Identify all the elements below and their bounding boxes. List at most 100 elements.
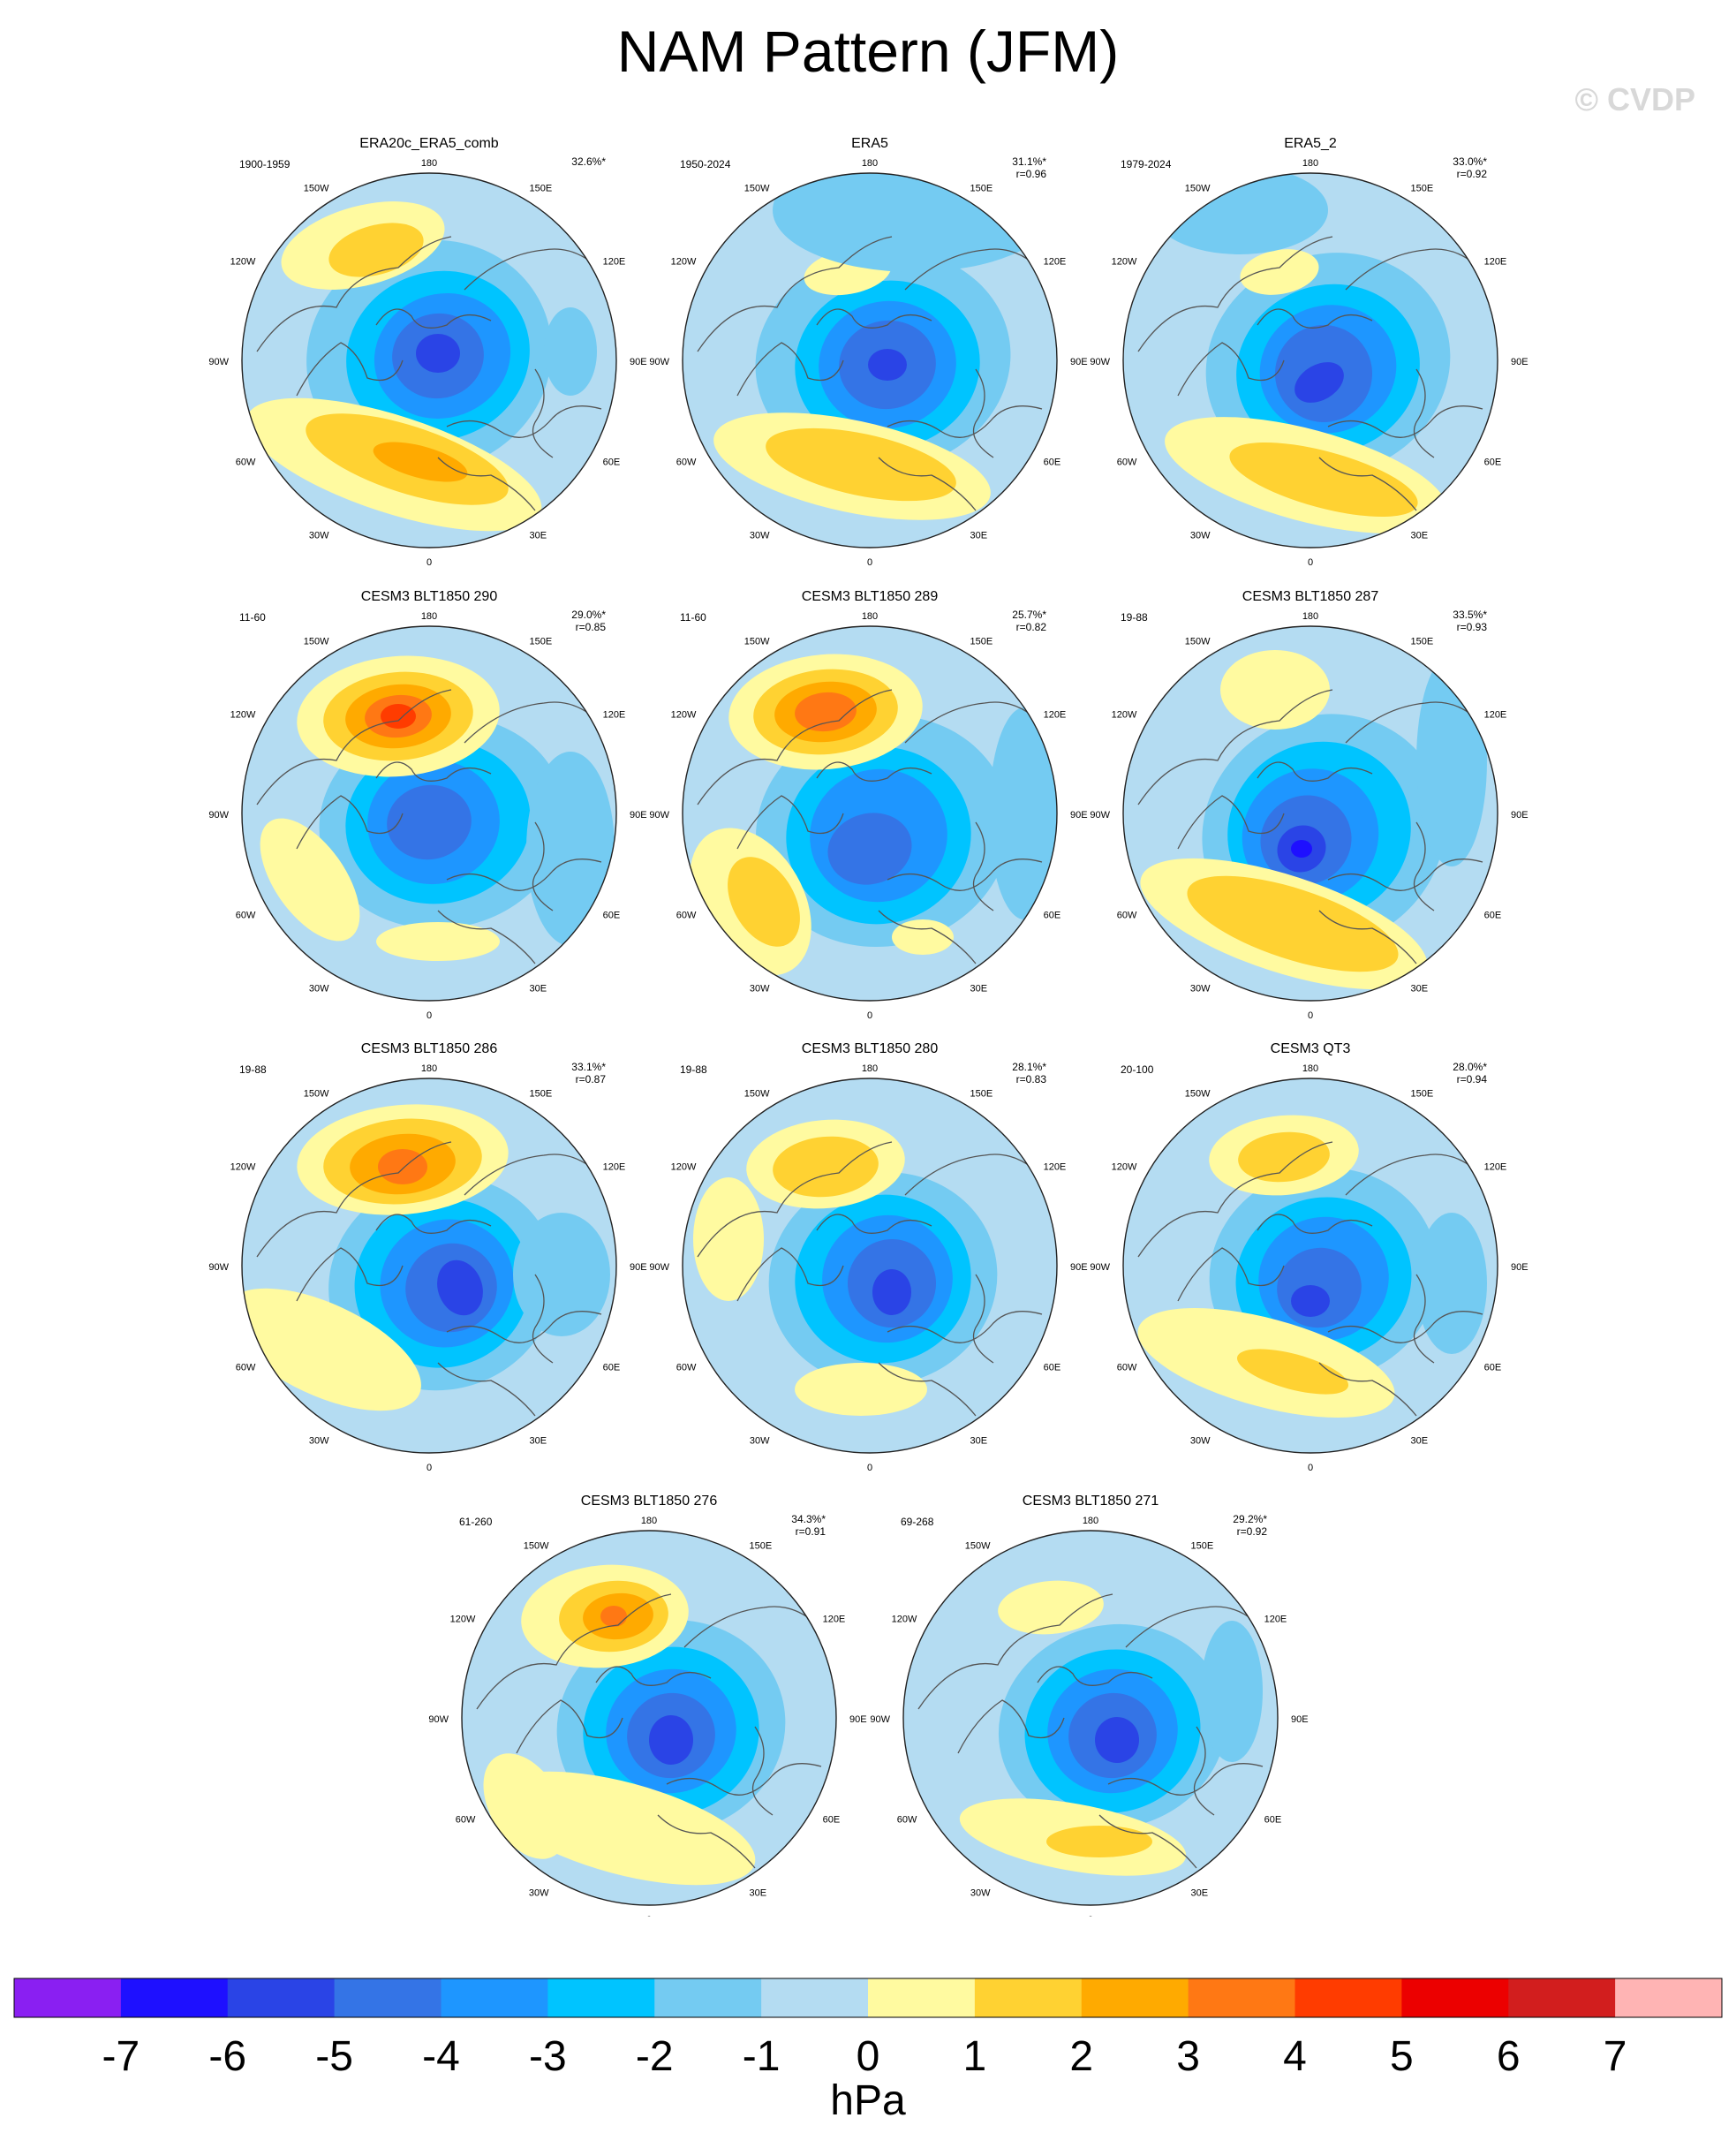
colorbar-tick-label: -2 — [636, 2033, 674, 2080]
panel-title: ERA20c_ERA5_comb — [359, 136, 499, 151]
lon-label: 90W — [649, 1262, 669, 1273]
lon-label: 180 — [862, 158, 878, 169]
lon-label: 30E — [750, 1888, 767, 1899]
coastline — [1318, 457, 1417, 511]
coastline — [697, 236, 893, 352]
lon-label: 60W — [236, 458, 256, 468]
coastline — [697, 689, 893, 806]
colorbar-swatch — [1188, 1978, 1295, 2017]
lon-label: 30W — [750, 1436, 770, 1447]
coastline — [464, 701, 593, 744]
coastline — [1257, 1214, 1373, 1234]
contour-region — [526, 752, 615, 946]
lon-label: 150E — [970, 636, 993, 647]
lon-label: 90W — [870, 1714, 890, 1725]
panel-variance: 28.0%* — [1453, 1061, 1487, 1073]
contour-region — [1220, 650, 1330, 730]
colorbar-swatch — [120, 1978, 229, 2017]
coastline — [1327, 405, 1483, 438]
coastline — [437, 1362, 536, 1417]
lon-label: 120E — [1044, 257, 1067, 268]
coastline — [1125, 1606, 1255, 1648]
lon-label: 90W — [208, 810, 229, 821]
contour-region — [1237, 1349, 1348, 1395]
coastline — [657, 1814, 756, 1869]
panel-variance: 28.1%* — [1012, 1061, 1046, 1073]
coastline — [532, 1274, 554, 1364]
lon-label: 180 — [862, 1063, 878, 1074]
panel-period: 19-88 — [239, 1063, 267, 1076]
lon-label: 150W — [524, 1540, 549, 1551]
lon-label: 120W — [1112, 1162, 1137, 1173]
coastline — [296, 795, 404, 850]
colorbar-swatch — [868, 1978, 976, 2017]
contour-region — [728, 857, 800, 947]
panel-period: 1979-2024 — [1121, 158, 1172, 170]
contour-region — [868, 349, 907, 381]
lon-label: 120W — [230, 1162, 256, 1173]
coastline — [736, 795, 844, 850]
contour-region — [892, 919, 954, 955]
coastlines — [256, 689, 602, 964]
lon-label: 150W — [744, 183, 770, 193]
lon-label: 90E — [1511, 1262, 1528, 1273]
panel-correlation: r=0.82 — [1016, 621, 1047, 633]
contour-region — [1187, 875, 1399, 972]
colorbar-tick-label: 6 — [1497, 2033, 1521, 2080]
page-title: NAM Pattern (JFM) — [616, 19, 1120, 84]
panel-title: CESM3 BLT1850 271 — [1023, 1494, 1159, 1509]
contour-region — [1291, 840, 1312, 858]
coastline — [1037, 1666, 1153, 1686]
coastline — [464, 248, 593, 291]
contour-region — [328, 223, 424, 277]
lon-label: 120W — [1112, 710, 1137, 721]
lon-label: 30W — [750, 531, 770, 541]
colorbar-swatch — [227, 1978, 336, 2017]
lon-label: 120E — [1044, 710, 1067, 721]
map-outline — [682, 172, 1058, 548]
map-outline — [1122, 172, 1498, 548]
coastlines — [256, 236, 602, 511]
panel-period: 1950-2024 — [680, 158, 731, 170]
lon-label: 150W — [744, 1088, 770, 1099]
coastline — [904, 1153, 1034, 1196]
colorbar-tick-label: -1 — [743, 2033, 781, 2080]
lon-label: 60E — [1484, 1363, 1502, 1373]
map-outline — [241, 1078, 617, 1454]
contour-region — [766, 427, 956, 502]
panel-title: CESM3 BLT1850 276 — [581, 1494, 718, 1509]
panel-variance: 29.2%* — [1233, 1513, 1267, 1525]
lon-label: 90W — [208, 1262, 229, 1273]
lon-label: 90E — [849, 1714, 867, 1725]
coastlines — [256, 1141, 602, 1417]
lon-label: 30W — [309, 531, 329, 541]
lon-label: 120W — [1112, 257, 1137, 268]
lon-label: 150W — [1185, 636, 1211, 647]
coastline — [972, 821, 994, 911]
panel-period: 19-88 — [1121, 611, 1148, 624]
panel-title: CESM3 QT3 — [1271, 1041, 1351, 1056]
lon-label: 120W — [671, 1162, 697, 1173]
lon-label: 120W — [671, 710, 697, 721]
nam-field — [683, 626, 1057, 1001]
lon-label: 180 — [1302, 611, 1318, 622]
lon-label: 150W — [1185, 183, 1211, 193]
lon-label: 120E — [1484, 1162, 1507, 1173]
nam-field — [903, 1531, 1278, 1905]
lon-label: 90W — [1090, 357, 1110, 367]
coastline — [1345, 701, 1475, 744]
nam-field — [683, 1078, 1057, 1453]
coastline — [256, 236, 452, 352]
colorbar-unit: hPa — [830, 2077, 906, 2124]
contour-region — [795, 692, 857, 732]
coastline — [476, 1593, 672, 1710]
map-panel: 180 150E 120E 90E 60E 30E 0 30W 60W 90W 120W 150W ER… — [1090, 136, 1528, 568]
lon-label: 60W — [236, 1363, 256, 1373]
lon-label: 0 — [426, 1010, 432, 1021]
panel-variance: 34.3%* — [791, 1513, 826, 1525]
coastlines — [697, 1141, 1043, 1417]
lon-label: 150E — [970, 183, 993, 193]
lon-label: 30W — [1190, 984, 1211, 995]
nam-field — [462, 1531, 836, 1905]
coastline — [446, 405, 602, 438]
